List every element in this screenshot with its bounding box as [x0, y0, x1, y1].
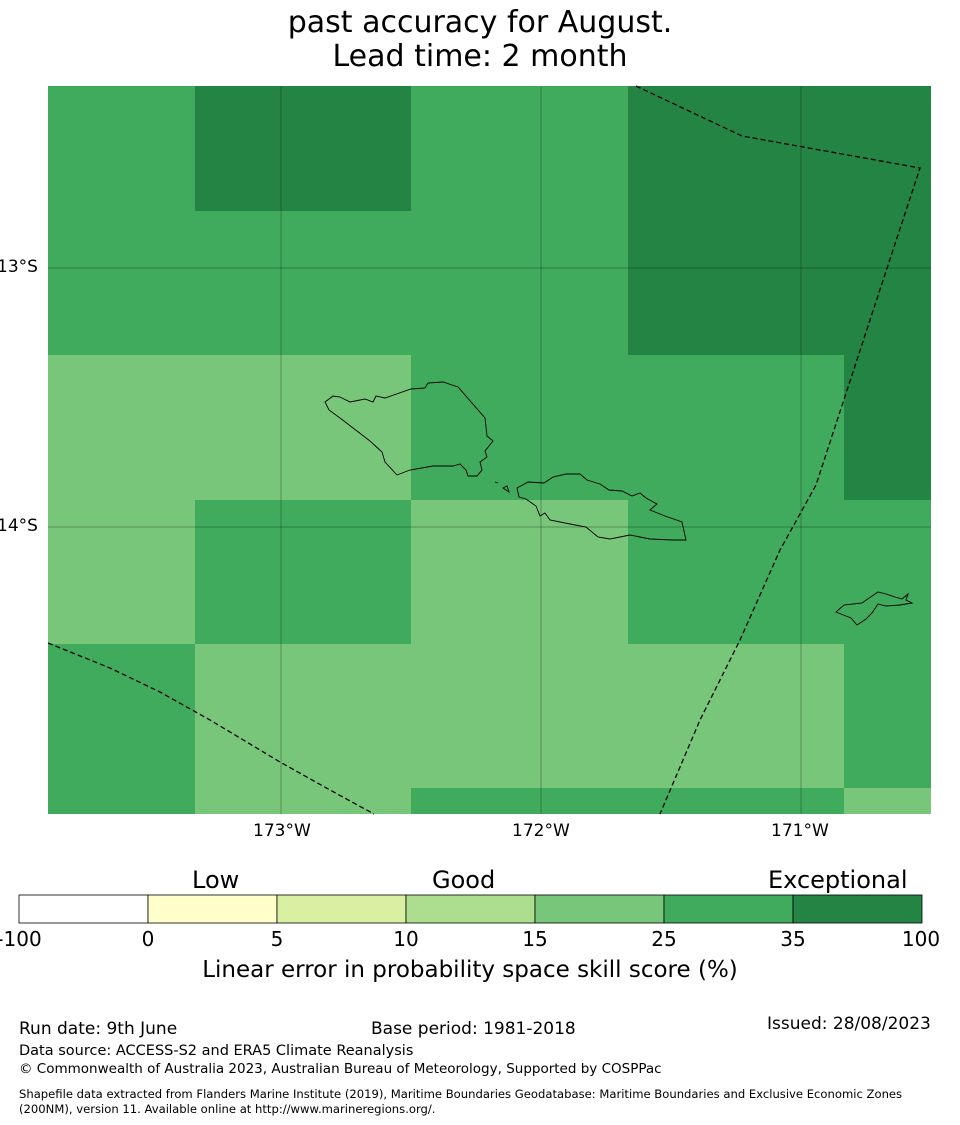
lon-tick-label: 172°W [512, 821, 570, 841]
run-date: Run date: 9th June [19, 1019, 178, 1039]
colorbar-swatch [663, 894, 794, 924]
grid-cell [48, 355, 411, 500]
eez-boundary-line [635, 85, 921, 815]
shapefile-credit-line-2: (200NM), version 11. Available online at… [19, 1102, 436, 1116]
tutuila-island-outline [835, 591, 914, 626]
graticule [48, 86, 931, 814]
grid-cell [844, 788, 931, 814]
manono-apolima-outline [494, 481, 510, 494]
map-title-line-2: Lead time: 2 month [332, 39, 628, 74]
grid-cell [195, 86, 411, 211]
base-period: Base period: 1981-2018 [371, 1019, 576, 1039]
savaii-island-outline [324, 381, 494, 477]
colorbar-tick-label: -100 [0, 927, 42, 951]
issued-date: Issued: 28/08/2023 [767, 1014, 931, 1034]
grid-cell [48, 500, 195, 644]
colorbar-swatch [792, 894, 923, 924]
coastlines [324, 381, 914, 626]
colorbar-category-low: Low [192, 866, 240, 894]
grid-cell [195, 644, 844, 788]
lat-tick-label: 14°S [0, 516, 38, 536]
colorbar-tick-label: 35 [780, 927, 806, 951]
data-source: Data source: ACCESS-S2 and ERA5 Climate … [19, 1043, 414, 1059]
colorbar-swatch [18, 894, 149, 924]
skill-grid [48, 86, 931, 814]
grid-cell [195, 788, 411, 814]
colorbar-category-good: Good [432, 866, 496, 894]
colorbar-swatch [534, 894, 665, 924]
eez-boundary-line [47, 642, 375, 815]
colorbar-swatch [405, 894, 536, 924]
colorbar-axis-label: Linear error in probability space skill … [202, 957, 738, 983]
colorbar-tick-label: 0 [141, 927, 155, 951]
grid-cell [628, 86, 931, 355]
skill-map [47, 85, 931, 815]
colorbar-tick-label: 25 [651, 927, 677, 951]
lat-tick-label: 13°S [0, 257, 38, 277]
grid-cell [844, 355, 931, 500]
colorbar-swatch [276, 894, 407, 924]
colorbar-swatch [147, 894, 278, 924]
eez-boundary [47, 85, 921, 815]
shapefile-credit-line-1: Shapefile data extracted from Flanders M… [19, 1087, 903, 1101]
grid-cell [411, 500, 628, 644]
colorbar-tick-label: 10 [393, 927, 419, 951]
copyright: © Commonwealth of Australia 2023, Austra… [19, 1061, 662, 1077]
colorbar [18, 894, 923, 924]
colorbar-tick-label: 5 [270, 927, 284, 951]
lon-tick-label: 173°W [253, 821, 311, 841]
colorbar-tick-label: 15 [522, 927, 548, 951]
upolu-island-outline [516, 473, 687, 541]
colorbar-tick-label: 100 [901, 927, 941, 951]
map-title-line-1: past accuracy for August. [287, 5, 673, 40]
lon-tick-label: 171°W [771, 821, 829, 841]
colorbar-category-exceptional: Exceptional [768, 866, 908, 894]
